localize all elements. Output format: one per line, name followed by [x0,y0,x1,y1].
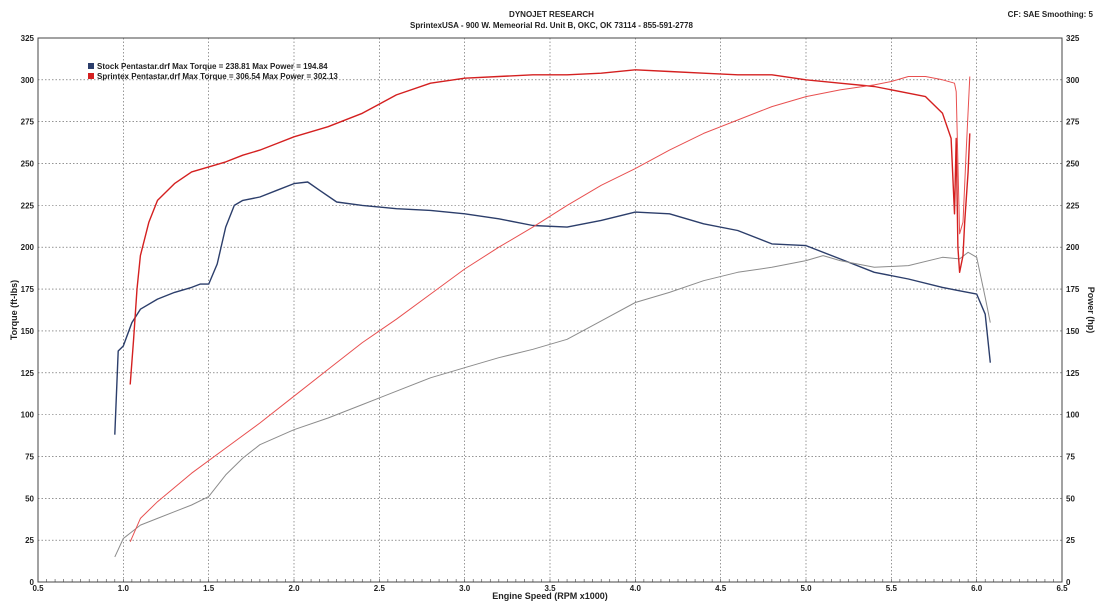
x-tick-label: 5.0 [800,584,812,593]
y-tick-label-torque: 300 [21,76,35,85]
y-tick-label-torque: 225 [21,201,35,210]
y-tick-label-torque: 100 [21,411,35,420]
x-tick-label: 6.5 [1056,584,1068,593]
y-tick-label-torque: 125 [21,369,35,378]
x-tick-label: 4.5 [715,584,727,593]
y-tick-label-torque: 175 [21,285,35,294]
x-tick-label: 1.0 [118,584,130,593]
x-tick-label: 0.5 [32,584,44,593]
y-tick-label-power: 200 [1066,243,1080,252]
x-tick-label: 3.0 [459,584,471,593]
x-tick-label: 2.0 [288,584,300,593]
y-tick-label-power: 275 [1066,118,1080,127]
y-tick-label-power: 250 [1066,160,1080,169]
x-tick-label: 3.5 [544,584,556,593]
y-tick-label-torque: 75 [25,452,34,461]
x-axis-title: Engine Speed (RPM x1000) [492,591,608,601]
y-tick-label-power: 50 [1066,494,1075,503]
y-tick-label-torque: 200 [21,243,35,252]
legend-swatch-sprintex [88,73,94,79]
chart-header-title: DYNOJET RESEARCH [509,10,594,19]
y-axis-title-power: Power (hp) [1086,287,1096,334]
x-tick-label: 2.5 [374,584,386,593]
series-lines [114,69,991,558]
y-tick-label-power: 150 [1066,327,1080,336]
legend: Stock Pentastar.drf Max Torque = 238.81 … [88,62,338,81]
y-tick-label-power: 75 [1066,452,1075,461]
y-axis-title-torque: Torque (ft-lbs) [9,280,19,340]
y-tick-label-torque: 275 [21,118,35,127]
tick-labels: 0.5 1.0 1.5 2.0 2.5 3.0 3.5 4.0 4.5 5.0 5.5 6.0 6.50… [21,34,1080,593]
y-tick-label-torque: 250 [21,160,35,169]
sprintex-power-line [129,76,971,542]
stock-power-line [114,251,991,558]
y-tick-label-power: 325 [1066,34,1080,43]
y-tick-label-power: 125 [1066,369,1080,378]
y-tick-label-power: 0 [1066,578,1071,587]
y-tick-label-power: 225 [1066,201,1080,210]
y-tick-label-torque: 150 [21,327,35,336]
legend-entry-stock: Stock Pentastar.drf Max Torque = 238.81 … [97,62,328,71]
chart-settings-label: CF: SAE Smoothing: 5 [1007,10,1093,19]
y-tick-label-torque: 25 [25,536,34,545]
x-tick-label: 5.5 [886,584,898,593]
y-tick-label-power: 100 [1066,411,1080,420]
y-tick-label-torque: 325 [21,34,35,43]
y-tick-label-power: 25 [1066,536,1075,545]
stock-torque-line [114,181,991,435]
y-tick-label-power: 300 [1066,76,1080,85]
x-tick-label: 1.5 [203,584,215,593]
x-tick-label: 4.0 [630,584,642,593]
y-tick-label-torque: 50 [25,494,34,503]
x-tick-label: 6.0 [971,584,983,593]
legend-swatch-stock [88,63,94,69]
chart-header-subtitle: SprintexUSA - 900 W. Memeorial Rd. Unit … [410,21,693,30]
y-tick-label-torque: 0 [30,578,35,587]
legend-entry-sprintex: Sprintex Pentastar.drf Max Torque = 306.… [97,72,338,81]
chart-grid [37,37,1063,583]
y-tick-label-power: 175 [1066,285,1080,294]
sprintex-torque-line [129,69,971,385]
